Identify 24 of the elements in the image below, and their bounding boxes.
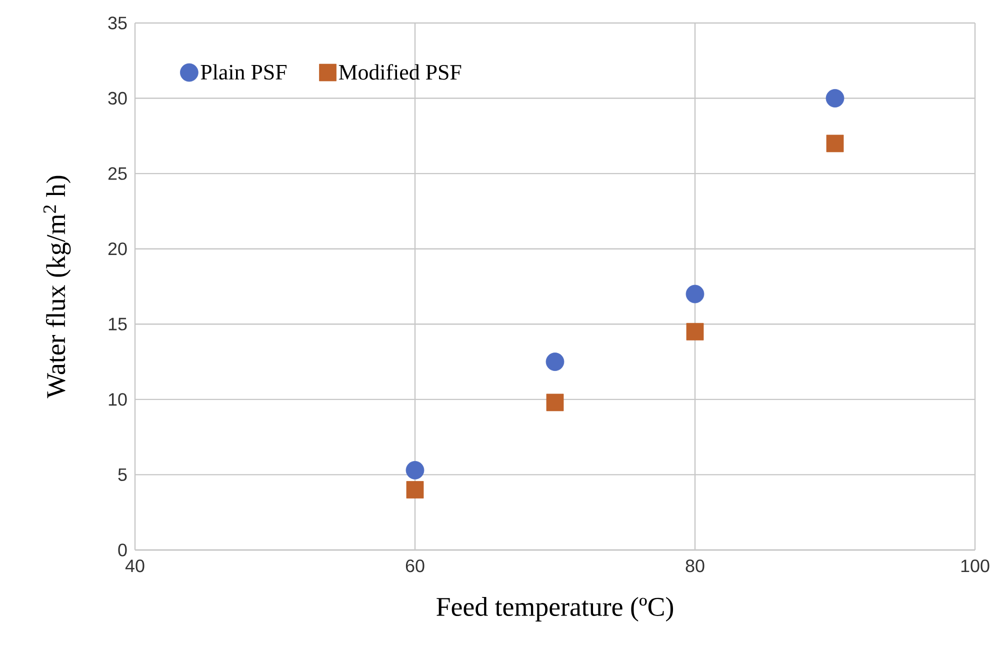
point — [546, 352, 564, 371]
y-tick-label: 15 — [108, 318, 127, 330]
y-axis-title: Water flux (kg/m$^{2}$ h) — [43, 176, 71, 398]
point — [686, 284, 704, 304]
point — [406, 460, 424, 480]
y-tick-label: 30 — [108, 92, 127, 105]
point — [406, 481, 424, 498]
point — [826, 134, 844, 152]
x-tick-label: 80 — [686, 560, 704, 572]
x-axis-title: Feed temperature (ºC) — [436, 597, 674, 622]
legend-label: Modified PSF — [338, 64, 462, 80]
legend-label: Plain PSF — [200, 64, 287, 80]
y-tick-label: 0 — [118, 544, 127, 556]
x-tick-label: 40 — [125, 560, 144, 572]
y-tick-label: 35 — [108, 16, 127, 30]
y-tick-label: 5 — [118, 468, 127, 481]
y-tick-label: 20 — [108, 242, 127, 256]
x-tick-label: 100 — [961, 560, 990, 572]
x-tick-label: 60 — [406, 560, 424, 572]
point — [546, 394, 564, 412]
point — [826, 89, 844, 108]
y-tick-label: 10 — [108, 393, 127, 406]
y-tick-label: 25 — [108, 167, 127, 180]
point — [686, 322, 704, 340]
